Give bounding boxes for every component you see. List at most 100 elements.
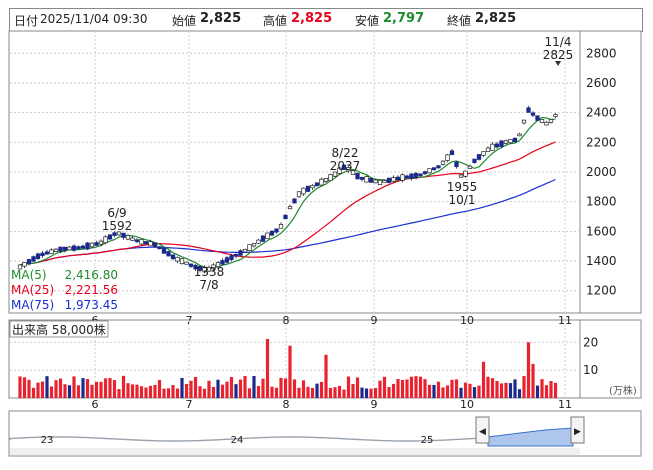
candle-body: [359, 177, 365, 180]
candle-body: [485, 147, 491, 153]
volume-bar: [342, 389, 346, 398]
volume-bar: [306, 386, 310, 398]
volume-bar: [144, 387, 148, 398]
candle-body: [251, 243, 257, 247]
volume-bar: [112, 380, 117, 398]
candle-body: [148, 241, 153, 247]
navigator-tick-label: 23: [41, 435, 54, 446]
candle-body: [35, 253, 41, 260]
high-value: 2,825: [291, 11, 333, 26]
candle-body: [305, 185, 311, 192]
volume-bar: [94, 381, 99, 398]
volume-bar: [211, 386, 216, 398]
volume-bar: [117, 389, 121, 398]
candle-body: [427, 168, 432, 174]
volume-bar: [175, 388, 180, 398]
candle-body: [341, 164, 347, 170]
candle-body: [521, 119, 527, 124]
legend-ma-value: 2,416.80: [65, 268, 118, 282]
volume-bar: [148, 385, 153, 398]
navigator-left-handle-icon: ◀: [479, 427, 486, 437]
volume-bar: [522, 376, 526, 398]
volume-bar: [549, 381, 553, 398]
candle-body: [26, 259, 32, 265]
candle-body: [40, 252, 45, 257]
close-label: 終値: [447, 14, 472, 28]
volume-bar: [292, 379, 297, 398]
volume-bar: [180, 377, 184, 398]
volume-bar: [126, 383, 130, 398]
volume-bar: [436, 381, 441, 398]
volume-bar: [364, 388, 369, 398]
candle-body: [71, 245, 77, 251]
volume-bar: [333, 387, 337, 398]
volume-bar: [427, 384, 432, 398]
navigator-right-handle[interactable]: [570, 416, 585, 444]
candle-body: [508, 139, 513, 144]
price-tick-label: 1600: [586, 224, 617, 238]
candle-body: [512, 137, 518, 143]
candle-body: [548, 119, 554, 123]
volume-bar: [49, 386, 54, 398]
volume-bar: [153, 384, 157, 398]
candle-body: [301, 187, 306, 195]
volume-bar: [202, 388, 207, 398]
volume-bar: [76, 385, 81, 398]
volume-bar: [162, 388, 166, 398]
candle-body: [553, 114, 558, 117]
volume-bar: [459, 387, 463, 398]
high-label: 高値: [263, 14, 288, 28]
candle-body: [431, 167, 437, 171]
volume-title-box: [9, 320, 109, 338]
volume-bar: [184, 384, 189, 398]
candle-body: [458, 174, 464, 178]
date-label: 日付: [14, 14, 39, 28]
candle-body: [184, 261, 189, 265]
volume-bar: [36, 382, 40, 398]
navigator-left-handle[interactable]: [475, 416, 490, 444]
annotation-oct-value: 1955: [447, 180, 478, 194]
candle-body: [220, 260, 225, 265]
candle-body: [346, 167, 351, 172]
candle-body: [152, 242, 158, 248]
candle-body: [215, 262, 221, 268]
candle-body: [265, 232, 270, 240]
volume-month-label: 11: [558, 398, 572, 411]
volume-bar: [265, 338, 270, 398]
price-tick-label: 2200: [586, 135, 617, 149]
candle-body: [476, 154, 482, 160]
candle-body: [364, 176, 369, 183]
candle-body: [386, 177, 392, 184]
candle-body: [404, 175, 410, 179]
candle-body: [526, 107, 531, 113]
candle-body: [67, 246, 72, 251]
navigator-tick-label: 24: [231, 435, 244, 446]
navigator-scrollbar-track[interactable]: [10, 448, 580, 455]
volume-bar: [400, 379, 405, 398]
volume-bar: [103, 378, 108, 398]
legend-ma-name: MA(5): [11, 268, 47, 282]
volume-bar: [369, 388, 373, 398]
volume-bar: [486, 376, 490, 398]
candle-body: [256, 239, 261, 244]
candle-body: [85, 242, 90, 250]
volume-bar: [31, 387, 36, 398]
volume-bar: [441, 387, 445, 398]
candle-body: [121, 232, 126, 238]
volume-bar: [139, 386, 144, 398]
candle-body: [449, 150, 455, 155]
volume-bar: [405, 379, 409, 398]
candle-body: [170, 254, 176, 260]
volume-bar: [40, 381, 45, 398]
legend-ma-value: 1,973.45: [65, 298, 118, 312]
candle-body: [517, 133, 522, 137]
candle-body: [22, 262, 27, 267]
candle-body: [89, 242, 95, 248]
candle-body: [337, 167, 342, 174]
candle-body: [229, 255, 234, 261]
volume-bar: [508, 383, 513, 398]
candle-body: [368, 178, 374, 183]
candle-body: [436, 165, 441, 169]
candle-body: [44, 251, 50, 255]
